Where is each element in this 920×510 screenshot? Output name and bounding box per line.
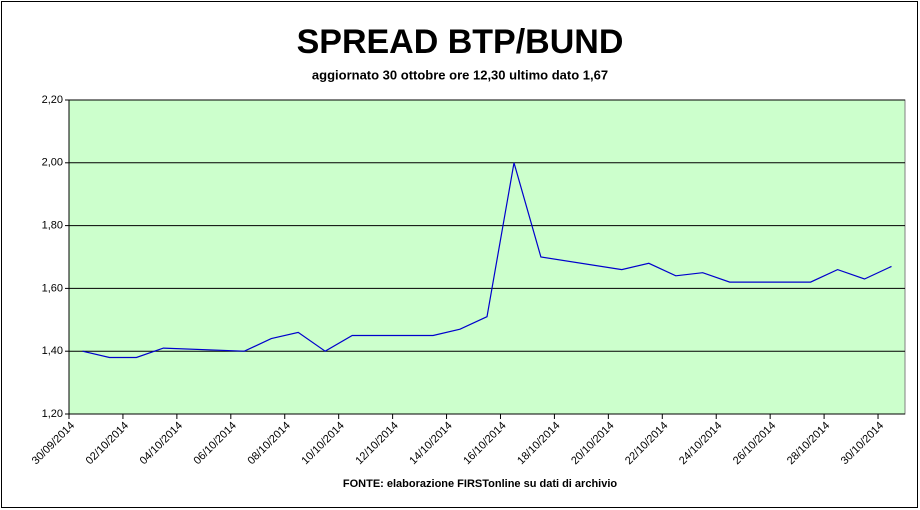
y-tick-label: 2,00 [42, 157, 63, 169]
plot-area [68, 99, 906, 415]
chart-subtitle: aggiornato 30 ottobre ore 12,30 ultimo d… [312, 67, 608, 82]
source-note: FONTE: elaborazione FIRSTonline su dati … [343, 478, 617, 490]
y-tick-label: 1,40 [42, 345, 63, 357]
y-tick-label: 2,20 [42, 94, 63, 106]
chart-title: SPREAD BTP/BUND [297, 23, 624, 61]
y-tick-label: 1,80 [42, 220, 63, 232]
y-tick-label: 1,60 [42, 282, 63, 294]
data-line [82, 162, 892, 359]
y-tick-label: 1,20 [42, 408, 63, 420]
